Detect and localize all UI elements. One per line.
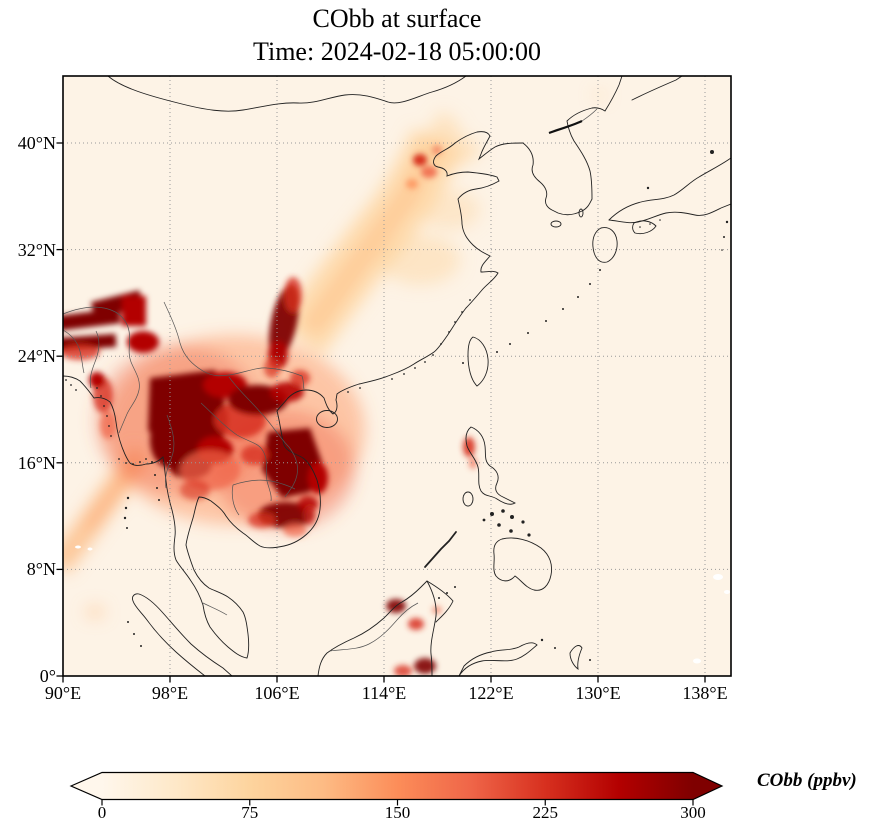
colorbar-tick-75: 75: [241, 803, 259, 822]
ytick-label-32n: 32°N: [17, 239, 56, 260]
xtick-label-90e: 90°E: [44, 683, 82, 703]
ytick-label-0: 0°: [39, 666, 56, 686]
xtick-label-130e: 130°E: [575, 683, 621, 703]
gridlines: [63, 76, 731, 676]
island-dots: [65, 150, 729, 661]
xtick-label-138e: 138°E: [682, 683, 728, 703]
ytick-label-24n: 24°N: [17, 346, 56, 367]
ytick-label-16n: 16°N: [17, 452, 56, 473]
plot-subtitle: Time: 2024-02-18 05:00:00: [253, 37, 541, 66]
white-specks: [75, 545, 730, 664]
ytick-label-8n: 8°N: [26, 559, 56, 580]
colorbar-tick-0: 0: [97, 803, 107, 822]
colorbar-ticks: [101, 799, 694, 806]
plot-title: CObb at surface: [312, 4, 482, 33]
colorbar-under-arrow: [71, 772, 102, 800]
ytick-label-40n: 40°N: [17, 133, 56, 153]
country-borders: [63, 108, 598, 652]
map-frame: [62, 75, 732, 677]
colorbar-tick-150: 150: [384, 803, 411, 822]
xtick-label-98e: 98°E: [151, 683, 189, 703]
map-plot: [63, 76, 731, 676]
yalu-border-thick: [548, 119, 583, 135]
colorbar-gradient: [102, 772, 693, 800]
heat-layer-hotspots: [63, 145, 477, 676]
colorbar-over-arrow: [693, 772, 722, 800]
xtick-label-114e: 114°E: [361, 683, 407, 703]
xtick-label-122e: 122°E: [468, 683, 514, 703]
colorbar-label: CObb (ppbv): [757, 770, 857, 791]
colorbar-tick-225: 225: [532, 803, 559, 822]
colorbar: [69, 771, 724, 806]
coastlines: [63, 76, 731, 676]
axis-ticks: [56, 142, 706, 683]
xtick-label-106e: 106°E: [254, 683, 300, 703]
colorbar-tick-300: 300: [680, 803, 706, 822]
